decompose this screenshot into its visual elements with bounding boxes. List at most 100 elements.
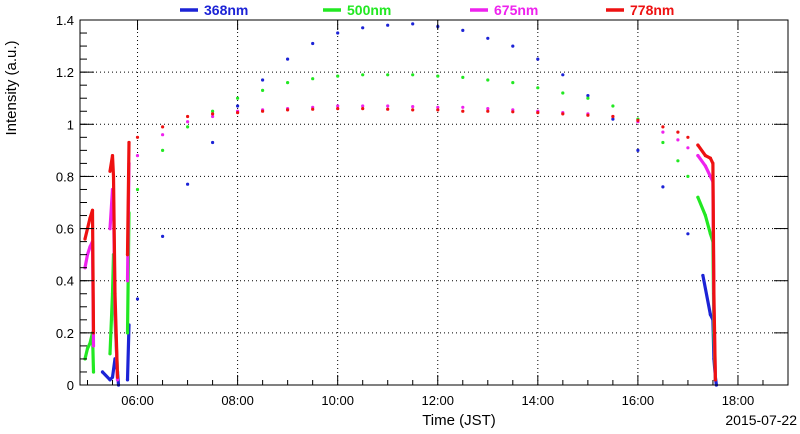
series-368nm bbox=[100, 22, 719, 387]
data-point bbox=[110, 375, 115, 379]
data-point bbox=[135, 187, 140, 192]
data-point bbox=[661, 125, 665, 129]
series-line bbox=[125, 323, 131, 382]
data-point bbox=[676, 138, 680, 142]
data-point bbox=[486, 36, 490, 40]
data-point bbox=[561, 91, 565, 95]
data-point bbox=[108, 378, 112, 382]
x-axis-title: Time (JST) bbox=[422, 412, 496, 429]
data-point bbox=[286, 108, 290, 112]
data-point bbox=[486, 78, 490, 82]
data-point bbox=[708, 174, 713, 178]
series-line bbox=[125, 140, 131, 257]
data-point bbox=[461, 28, 465, 32]
x-tick-label: 08:00 bbox=[221, 393, 254, 408]
data-point bbox=[386, 23, 390, 27]
data-point bbox=[88, 341, 92, 345]
legend-label: 778nm bbox=[630, 2, 674, 18]
data-point bbox=[186, 125, 190, 129]
data-point bbox=[713, 378, 718, 382]
data-point bbox=[686, 135, 690, 139]
data-point bbox=[411, 22, 415, 26]
data-point bbox=[211, 114, 215, 119]
data-point bbox=[261, 78, 265, 82]
data-point bbox=[211, 109, 215, 113]
data-point bbox=[586, 113, 590, 117]
data-point bbox=[125, 279, 130, 283]
legend-label: 675nm bbox=[494, 2, 538, 18]
data-point bbox=[686, 174, 690, 178]
data-point bbox=[90, 208, 95, 212]
data-point bbox=[661, 140, 665, 145]
data-point bbox=[85, 346, 90, 351]
y-tick-label: 0.6 bbox=[56, 222, 74, 237]
plot-frame bbox=[79, 19, 789, 386]
data-point bbox=[88, 245, 92, 249]
data-point bbox=[361, 104, 365, 108]
data-point bbox=[108, 352, 112, 356]
ticks: 06:00 08:00 10:00 12:00 14:00 16:00 18:00 0 0.2 0… bbox=[56, 13, 789, 408]
data-point bbox=[586, 94, 590, 98]
data-point bbox=[686, 146, 690, 150]
data-point bbox=[113, 292, 117, 296]
data-point bbox=[286, 81, 290, 85]
y-tick-label: 1.4 bbox=[56, 13, 74, 28]
data-point bbox=[88, 216, 92, 220]
data-point bbox=[125, 378, 130, 382]
date-stamp: 2015-07-22 bbox=[725, 412, 797, 428]
data-point bbox=[536, 57, 540, 61]
data-point bbox=[161, 125, 165, 129]
data-point bbox=[135, 135, 140, 139]
data-point bbox=[361, 107, 365, 111]
y-axis-title: Intensity (a.u.) bbox=[3, 40, 20, 135]
series-line bbox=[696, 143, 717, 382]
y-tick-label: 0.8 bbox=[56, 169, 74, 184]
data-point bbox=[311, 107, 315, 111]
data-point bbox=[127, 140, 131, 145]
data-point bbox=[661, 185, 665, 189]
data-point bbox=[611, 114, 615, 119]
data-point bbox=[110, 154, 115, 158]
data-point bbox=[461, 75, 465, 79]
data-point bbox=[261, 109, 265, 113]
data-point bbox=[703, 154, 708, 158]
data-point bbox=[486, 107, 490, 111]
data-point bbox=[536, 86, 540, 90]
x-tick-label: 18:00 bbox=[722, 393, 755, 408]
series-778nm bbox=[83, 107, 718, 382]
data-point bbox=[286, 57, 290, 61]
data-point bbox=[708, 313, 713, 317]
data-point bbox=[696, 154, 700, 158]
data-point bbox=[586, 96, 590, 100]
data-point bbox=[436, 74, 440, 78]
data-point bbox=[703, 164, 708, 168]
data-point bbox=[436, 105, 440, 109]
data-point bbox=[436, 108, 440, 112]
data-point bbox=[108, 169, 112, 173]
data-point bbox=[236, 96, 240, 100]
data-point bbox=[661, 130, 665, 134]
data-point bbox=[211, 112, 215, 116]
data-point bbox=[111, 174, 116, 178]
data-point bbox=[91, 370, 96, 374]
data-point bbox=[336, 104, 340, 108]
data-point bbox=[411, 105, 415, 109]
data-point bbox=[708, 156, 713, 160]
data-point bbox=[135, 154, 140, 158]
data-point bbox=[711, 161, 715, 165]
data-point bbox=[100, 370, 105, 374]
series-layer bbox=[83, 22, 719, 387]
data-point bbox=[461, 105, 465, 109]
y-tick-label: 1 bbox=[67, 117, 74, 132]
y-tick-label: 0.2 bbox=[56, 326, 74, 341]
data-point bbox=[611, 104, 615, 108]
data-point bbox=[676, 130, 680, 134]
data-point bbox=[411, 73, 415, 77]
data-point bbox=[511, 44, 515, 48]
data-point bbox=[311, 77, 315, 81]
data-point bbox=[186, 114, 190, 119]
data-point bbox=[696, 195, 700, 199]
data-point bbox=[311, 41, 315, 46]
data-point bbox=[336, 74, 340, 78]
